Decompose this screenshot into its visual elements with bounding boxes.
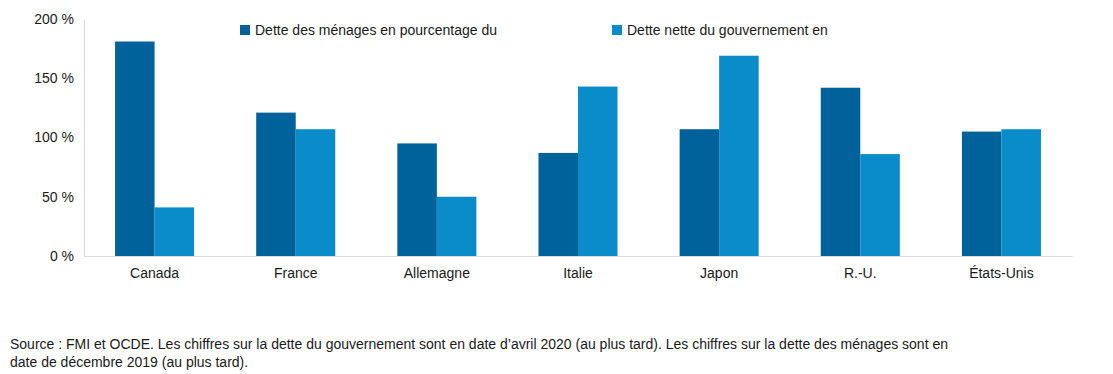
x-tick-label: Japon [700,265,738,281]
bar [437,197,477,256]
bar [578,87,618,256]
y-tick: 200 % [34,11,84,27]
x-tick: Japon [700,256,738,281]
bar [115,42,155,256]
x-tick: France [274,256,318,281]
bar [680,129,720,256]
bar [962,132,1002,256]
chart: 0 % 50 % 100 % 150 % 200 % Canada France Allema… [0,0,1113,374]
y-tick: 150 % [34,70,84,86]
legend: Dette des ménages en pourcentage du Dette… [240,22,828,38]
x-axis-line [85,256,1073,257]
y-tick-label: 50 % [42,189,74,205]
y-tick: 0 % [50,248,84,264]
y-tick-label: 100 % [34,129,74,145]
annotation: Source : FMI et OCDE. Les chiffres sur l… [10,336,948,352]
x-axis: Canada France Allemagne Italie Japon R.-U. Éta… [85,256,1073,281]
x-tick-label: Allemagne [404,265,470,281]
legend-item: Dette des ménages en pourcentage du [240,22,497,38]
x-tick-label: France [274,265,318,281]
y-tick: 50 % [42,189,84,205]
bar [397,143,437,256]
bar [296,129,336,256]
bar [155,207,195,256]
source-note: Source : FMI et OCDE. Les chiffres sur l… [10,336,948,370]
y-tick-label: 150 % [34,70,74,86]
legend-label: Dette nette du gouvernement en [627,22,828,38]
x-tick: Allemagne [404,256,470,281]
annotation: date de décembre 2019 (au plus tard). [10,354,248,370]
bar [860,154,900,256]
x-tick: Canada [130,256,179,281]
legend-swatch [240,25,250,35]
bar [821,88,861,256]
x-tick: R.-U. [844,256,877,281]
legend-item: Dette nette du gouvernement en [612,22,828,38]
x-tick-label: États-Unis [969,265,1034,281]
x-tick: États-Unis [969,256,1034,281]
x-tick-label: R.-U. [844,265,877,281]
y-axis-line [84,20,85,257]
bar [256,113,296,256]
y-tick-label: 200 % [34,11,74,27]
bar [1001,129,1041,256]
x-tick-label: Canada [130,265,179,281]
y-axis: 0 % 50 % 100 % 150 % 200 % [34,11,84,264]
plot-area: 0 % 50 % 100 % 150 % 200 % Canada France Allema… [34,11,1072,281]
y-tick: 100 % [34,129,84,145]
legend-label: Dette des ménages en pourcentage du [255,22,497,38]
bars [115,42,1041,256]
legend-swatch [612,25,622,35]
bar [719,56,759,256]
bar [538,153,578,256]
x-tick: Italie [563,256,593,281]
x-tick-label: Italie [563,265,593,281]
y-tick-label: 0 % [50,248,74,264]
